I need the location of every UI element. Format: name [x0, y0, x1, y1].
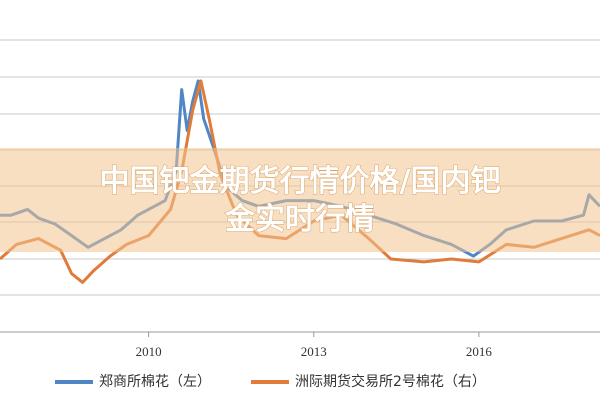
x-tick-label: 2016	[466, 344, 493, 359]
title-group: 中国钯金期货行情价格/国内钯金实时行情	[99, 163, 501, 237]
legend-label: 洲际期货交易所2号棉花（右）	[295, 373, 486, 390]
chart-title: 中国钯金期货行情价格/国内钯金实时行情	[100, 164, 501, 237]
chart-title-line: 中国钯金期货行情价格/国内钯	[100, 164, 501, 199]
x-tick-label: 2010	[136, 344, 162, 359]
chart-title-line: 金实时行情	[224, 202, 375, 237]
title-banner	[0, 148, 600, 252]
x-tick-label: 2013	[301, 344, 327, 359]
legend: 郑商所棉花（左） 洲际期货交易所2号棉花（右）	[55, 373, 486, 390]
legend-label: 郑商所棉花（左）	[99, 373, 211, 390]
